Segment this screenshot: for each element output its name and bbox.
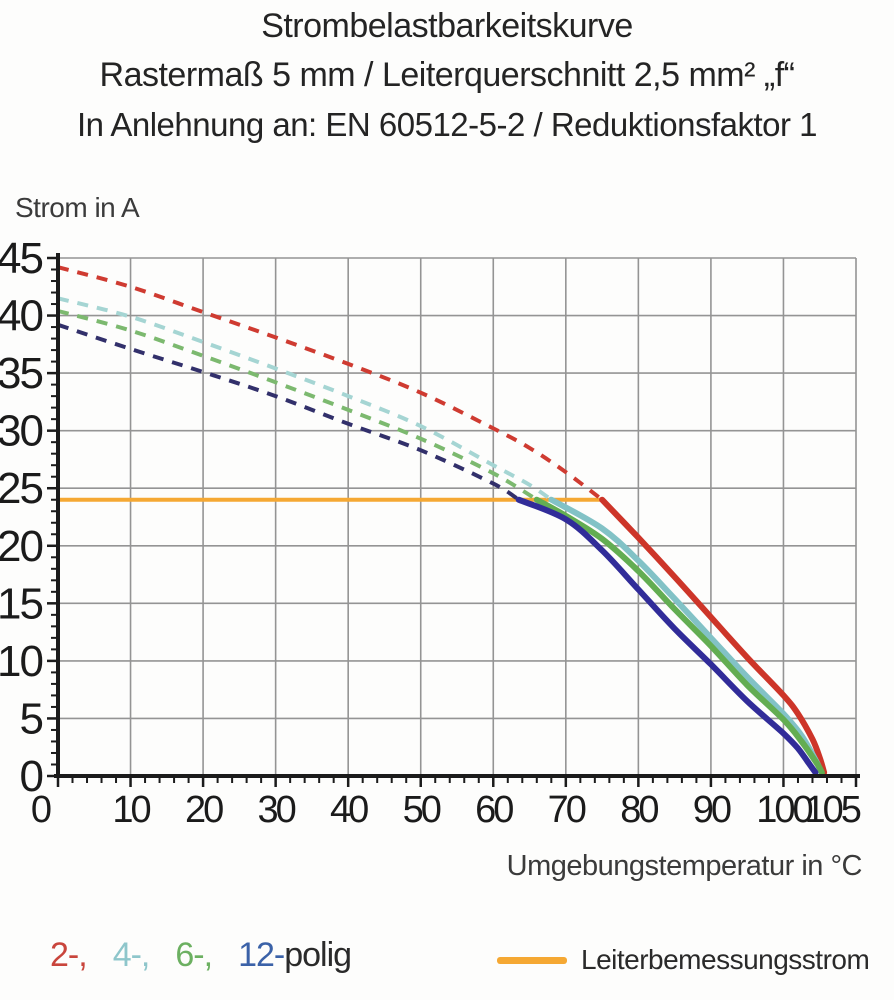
y-axis-title: Strom in A <box>15 192 140 223</box>
y-tick-label-40: 40 <box>0 292 43 341</box>
series-6-polig-dashed <box>57 309 538 502</box>
x-axis-title: Umgebungstemperatur in °C <box>506 850 863 882</box>
x-tick-label-50: 50 <box>403 789 441 831</box>
figure-title-line-3: In Anlehnung an: EN 60512-5-2 / Reduktio… <box>76 106 818 143</box>
series-12-polig-curve <box>57 322 819 776</box>
series-4-polig-curve <box>57 296 825 776</box>
y-tick-label-45: 45 <box>0 234 43 283</box>
y-tick-label-30: 30 <box>0 407 43 456</box>
figure-title-line-2: Rastermaß 5 mm / Leiterquerschnitt 2,5 m… <box>99 56 795 94</box>
legend-pole-item-6: 6-, <box>175 936 213 974</box>
series-2-polig-dashed <box>57 265 604 502</box>
figure-title-line-1: Strombelastbarkeitskurve <box>261 7 633 45</box>
y-tick-label-0: 0 <box>20 752 43 801</box>
series-6-polig-curve <box>57 309 825 776</box>
x-tick-label-10: 10 <box>112 789 150 831</box>
x-tick-label-80: 80 <box>620 789 658 831</box>
legend-rated-current: Leiterbemessungsstrom <box>497 944 870 976</box>
legend-pole-item-12: 12- <box>238 936 285 974</box>
y-tick-label-10: 10 <box>0 637 43 686</box>
x-tick-label-100: 100 <box>756 789 812 831</box>
legend-pole-item-last-group: 12- polig <box>238 936 352 975</box>
x-tick-label-105: 105 <box>805 789 861 831</box>
y-tick-label-20: 20 <box>0 522 43 571</box>
series-2-polig-solid <box>599 496 828 776</box>
figure-title: Strombelastbarkeitskurve Rastermaß 5 mm … <box>0 2 894 149</box>
legend-pole-suffix: polig <box>284 936 352 974</box>
rated-current-label: Leiterbemessungsstrom <box>581 944 870 975</box>
series-4-polig-dashed <box>57 296 553 502</box>
series-2-polig-curve <box>57 265 828 776</box>
legend-pole-item-2: 2-, <box>50 936 88 974</box>
series-6-polig-solid <box>533 496 825 776</box>
y-tick-label-25: 25 <box>0 464 43 513</box>
x-tick-label-40: 40 <box>330 789 368 831</box>
x-tick-label-70: 70 <box>548 789 586 831</box>
y-tick-label-15: 15 <box>0 579 43 628</box>
y-tick-label-35: 35 <box>0 349 43 398</box>
x-tick-label-20: 20 <box>185 789 223 831</box>
y-tick-labels: 0 5 10 15 20 25 30 35 40 45 <box>0 234 45 801</box>
x-tick-label-90: 90 <box>693 789 731 831</box>
series-12-polig-dashed <box>57 322 520 502</box>
legend-pole-item-4: 4-, <box>112 936 151 974</box>
x-tick-label-0: 0 <box>31 789 51 831</box>
axis-ticks <box>47 256 858 787</box>
x-tick-label-30: 30 <box>257 789 295 831</box>
grid-lines <box>58 257 857 776</box>
series-12-polig-solid <box>515 496 819 776</box>
x-tick-label-60: 60 <box>475 789 513 831</box>
rated-current-line-swatch <box>497 956 567 964</box>
y-tick-label-5: 5 <box>20 694 43 743</box>
legend-pole-counts: 2-, 4-, 6-, 12- polig <box>50 936 352 975</box>
